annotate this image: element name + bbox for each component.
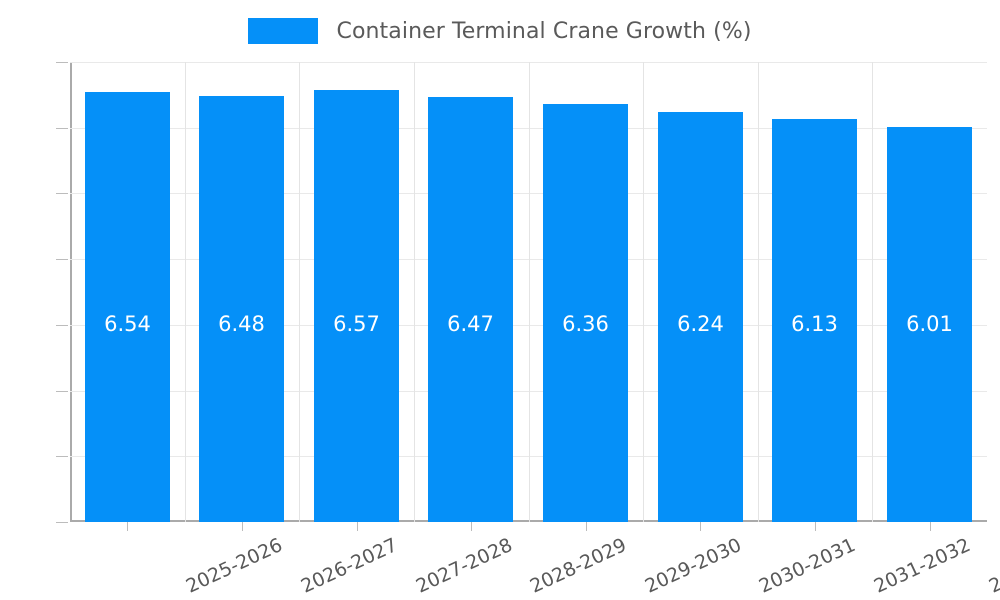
x-axis-tick [815,522,816,531]
bar[interactable]: 6.47 [428,96,513,522]
y-axis-tick [56,127,68,129]
gridline-horizontal [70,259,987,261]
bar-value-label: 6.47 [447,312,494,336]
legend-swatch-icon [248,18,319,44]
x-axis-tick-label: 2028-2029 [526,534,631,598]
x-axis-tick-label: 2025-2026 [183,534,287,598]
bar-value-label: 6.24 [677,312,724,336]
x-axis-tick [586,522,587,531]
bar[interactable]: 6.13 [772,119,857,522]
x-axis-tick [357,522,358,531]
gridline-vertical [872,62,873,522]
x-axis-tick [127,522,128,531]
axis-spines [70,62,987,522]
bar-value-label: 6.54 [104,312,151,336]
gridline-horizontal [70,390,987,392]
bar[interactable]: 6.24 [658,111,743,522]
chart-legend: Container Terminal Crane Growth (%) [0,12,1000,50]
x-axis-tick-label: 2032-2033 [985,534,1000,598]
gridline-horizontal [70,193,987,195]
gridline-vertical [643,62,644,522]
y-axis-tick [56,193,68,195]
x-axis-tick [700,522,701,531]
x-axis-tick-label: 2031-2032 [870,534,974,598]
gridline-horizontal [70,127,987,129]
plot-area: 6.54 6.48 6.57 6.47 6.36 6.24 6.13 6.01 [56,62,987,531]
x-axis-tick-label: 2029-2030 [641,534,745,598]
x-axis-tick-label: 2027-2028 [412,534,516,598]
bar[interactable]: 6.54 [85,92,170,522]
bar[interactable]: 6.36 [543,104,628,522]
gridline-horizontal [70,324,987,326]
bar[interactable]: 6.48 [199,96,284,522]
x-axis-tick [930,522,931,531]
gridline-vertical [185,62,186,522]
y-axis-tick [56,62,68,63]
gridline-vertical [758,62,759,522]
y-axis-tick [56,324,68,326]
gridline-horizontal [70,62,987,63]
x-axis-tick-label: 2030-2031 [756,534,860,598]
x-axis-tick-label: 2026-2027 [297,534,401,598]
bar[interactable]: 6.57 [314,90,399,522]
bar-value-label: 6.36 [562,312,609,336]
bar-value-label: 6.57 [333,312,380,336]
bar-value-label: 6.01 [906,312,953,336]
gridline-vertical [414,62,415,522]
x-axis-tick [471,522,472,531]
legend-label: Container Terminal Crane Growth (%) [336,18,752,44]
bar[interactable]: 6.01 [887,127,972,522]
gridline-vertical [529,62,530,522]
bar-value-label: 6.13 [791,312,838,336]
y-axis-tick [56,522,68,523]
x-axis-tick [242,522,243,531]
y-axis-tick [56,390,68,392]
gridline-vertical [299,62,300,522]
y-axis-tick [56,456,68,458]
y-axis-tick [56,259,68,261]
bar-value-label: 6.48 [218,312,265,336]
gridline-horizontal [70,456,987,458]
